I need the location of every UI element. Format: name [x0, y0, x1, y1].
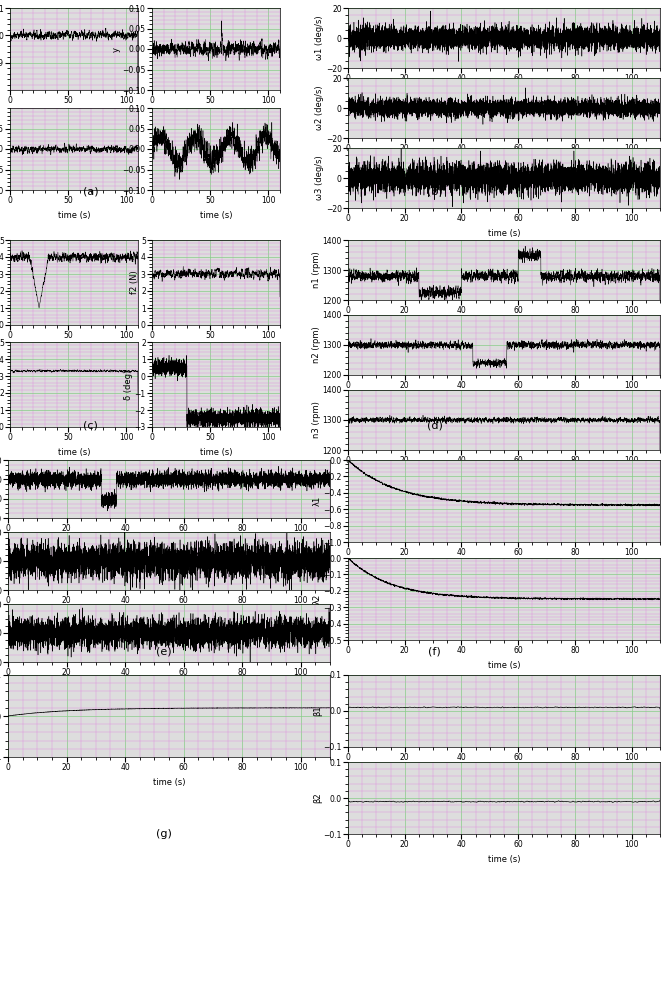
- X-axis label: time (s): time (s): [153, 611, 185, 620]
- X-axis label: time (s): time (s): [488, 855, 520, 864]
- Y-axis label: β2: β2: [313, 793, 322, 803]
- Text: (a): (a): [82, 186, 98, 196]
- Y-axis label: λ2: λ2: [313, 594, 322, 604]
- X-axis label: time (s): time (s): [488, 471, 520, 480]
- Y-axis label: δ (deg): δ (deg): [124, 369, 133, 400]
- X-axis label: time (s): time (s): [488, 661, 520, 670]
- X-axis label: time (s): time (s): [58, 211, 90, 220]
- Y-axis label: ω2 (deg/s): ω2 (deg/s): [315, 86, 324, 130]
- X-axis label: time (s): time (s): [488, 768, 520, 777]
- Text: (f): (f): [428, 647, 442, 657]
- X-axis label: time (s): time (s): [153, 683, 185, 692]
- X-axis label: time (s): time (s): [488, 321, 520, 330]
- Y-axis label: β1: β1: [313, 706, 322, 716]
- X-axis label: time (s): time (s): [200, 211, 232, 220]
- Text: (d): (d): [427, 420, 443, 430]
- Y-axis label: f2 (N): f2 (N): [130, 271, 139, 294]
- X-axis label: time (s): time (s): [58, 448, 90, 457]
- Y-axis label: n1 (rpm): n1 (rpm): [312, 252, 321, 288]
- X-axis label: time (s): time (s): [488, 229, 520, 238]
- Y-axis label: ω3 (deg/s): ω3 (deg/s): [315, 156, 324, 200]
- X-axis label: time (s): time (s): [200, 448, 232, 457]
- Y-axis label: n3 (rpm): n3 (rpm): [312, 402, 321, 438]
- X-axis label: time (s): time (s): [153, 539, 185, 548]
- X-axis label: time (s): time (s): [153, 778, 185, 787]
- X-axis label: time (s): time (s): [200, 346, 232, 355]
- X-axis label: time (s): time (s): [488, 89, 520, 98]
- Y-axis label: s: s: [112, 147, 121, 151]
- Text: (e): (e): [156, 647, 172, 657]
- X-axis label: time (s): time (s): [200, 111, 232, 120]
- X-axis label: time (s): time (s): [488, 159, 520, 168]
- Y-axis label: λ1: λ1: [313, 496, 322, 506]
- X-axis label: time (s): time (s): [58, 111, 90, 120]
- Text: (g): (g): [156, 829, 172, 839]
- Text: (c): (c): [83, 420, 98, 430]
- X-axis label: time (s): time (s): [488, 396, 520, 405]
- Y-axis label: ω1 (deg/s): ω1 (deg/s): [315, 16, 324, 60]
- Text: (b): (b): [427, 186, 443, 196]
- Y-axis label: n2 (rpm): n2 (rpm): [312, 327, 321, 363]
- X-axis label: time (s): time (s): [58, 346, 90, 355]
- X-axis label: time (s): time (s): [488, 563, 520, 572]
- Y-axis label: y: y: [112, 46, 121, 51]
